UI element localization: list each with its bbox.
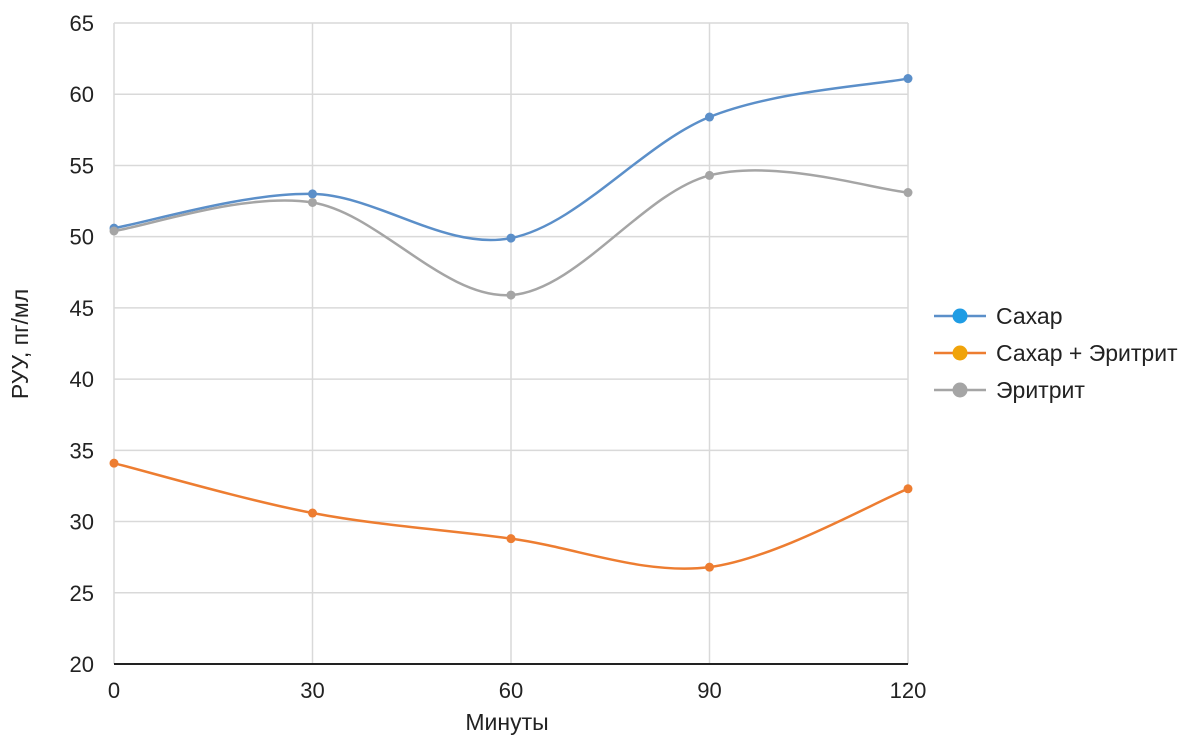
data-point (308, 189, 317, 199)
data-point (903, 188, 913, 198)
series-layer (109, 74, 913, 572)
data-point (903, 484, 913, 494)
legend-marker (952, 308, 968, 324)
data-point (109, 226, 119, 236)
x-tick-label: 120 (890, 678, 927, 703)
legend-marker (952, 382, 968, 398)
legend-item: Сахар + Эритрит (934, 340, 1178, 366)
legend-label: Сахар + Эритрит (996, 340, 1178, 366)
data-point (705, 170, 714, 180)
legend: Сахар Сахар + Эритрит Эритрит (934, 303, 1178, 403)
y-tick-label: 30 (70, 510, 94, 535)
legend-item: Эритрит (934, 377, 1085, 403)
series-3 (109, 169, 913, 300)
tick-labels: 20 25 30 35 40 45 50 55 60 65 0 30 60 90 120 (70, 11, 927, 703)
data-point (705, 112, 714, 122)
x-tick-label: 90 (697, 678, 721, 703)
x-tick-label: 60 (499, 678, 523, 703)
y-tick-label: 40 (70, 367, 94, 392)
data-point (506, 534, 516, 544)
legend-label: Сахар (996, 303, 1062, 329)
data-point (506, 290, 516, 300)
data-point (705, 562, 714, 572)
y-tick-label: 65 (70, 11, 94, 36)
y-tick-label: 25 (70, 581, 94, 606)
x-axis-title: Минуты (465, 709, 548, 735)
legend-marker (952, 345, 968, 361)
x-tick-label: 30 (300, 678, 324, 703)
y-tick-label: 35 (70, 438, 94, 463)
y-tick-label: 20 (70, 652, 94, 677)
data-point (308, 508, 317, 518)
y-tick-label: 55 (70, 153, 94, 178)
data-point (903, 74, 913, 84)
y-tick-label: 60 (70, 82, 94, 107)
y-axis-title: РУУ, пг/мл (7, 289, 33, 399)
y-tick-label: 45 (70, 296, 94, 321)
series-2 (109, 458, 913, 572)
data-point (109, 458, 119, 468)
data-point (308, 197, 317, 207)
legend-label: Эритрит (996, 377, 1085, 403)
y-tick-label: 50 (70, 225, 94, 250)
legend-item: Сахар (934, 303, 1062, 329)
data-point (506, 233, 516, 243)
grid-layer (113, 22, 909, 664)
x-tick-label: 0 (108, 678, 120, 703)
